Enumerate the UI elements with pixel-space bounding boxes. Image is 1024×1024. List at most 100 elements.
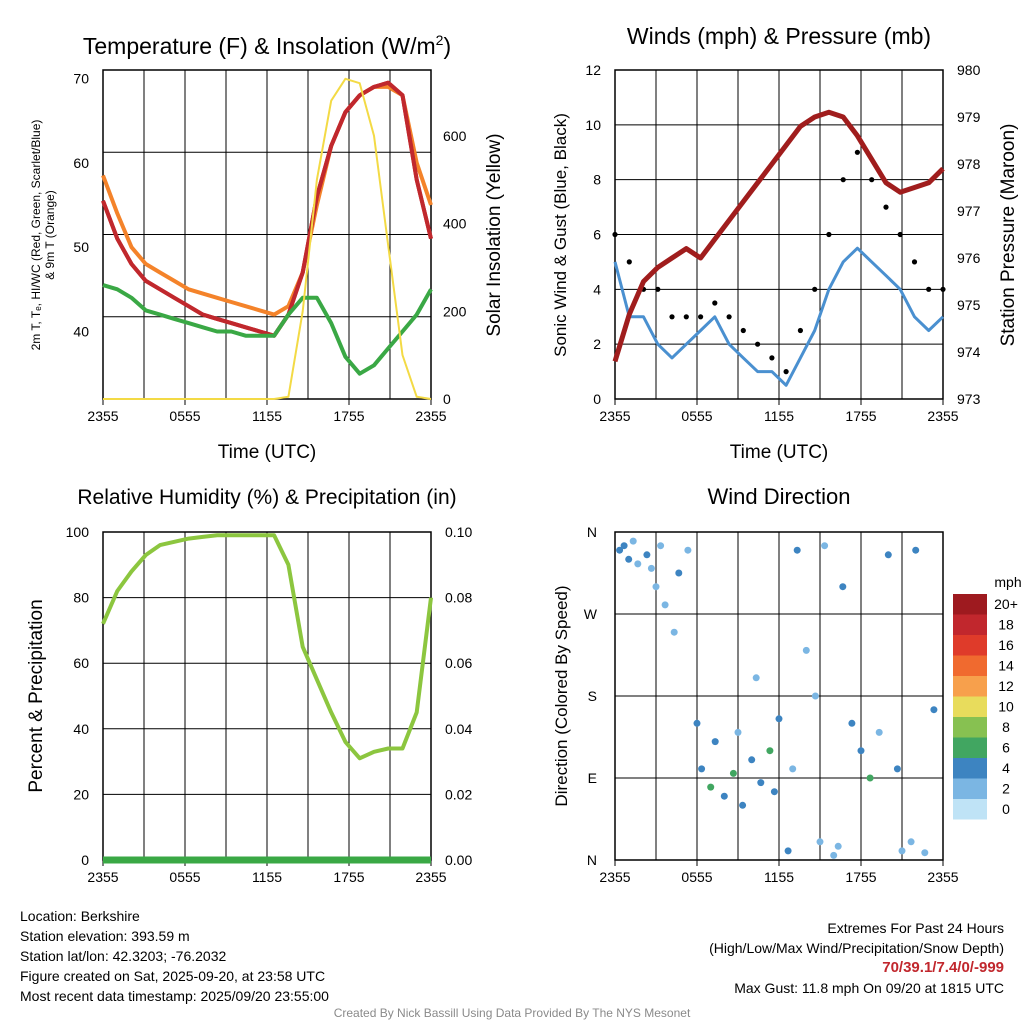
y2-tick-label: 979: [957, 109, 981, 125]
gust-point: [698, 314, 704, 320]
legend-swatch: [953, 635, 987, 656]
legend-swatch: [953, 655, 987, 676]
panel-2: 2355 0555 1155 1755 2355 Winds (mph) & Pressu…: [551, 23, 1019, 463]
legend-label: 0: [1002, 801, 1010, 817]
gust-point: [769, 355, 775, 361]
direction-point: [802, 646, 810, 654]
direction-point: [866, 774, 874, 782]
gust-point: [911, 259, 918, 265]
gust-point: [655, 286, 661, 292]
legend-title: mph: [994, 574, 1021, 590]
y-tick-label: 8: [593, 172, 601, 188]
y2-tick-label: 978: [957, 156, 981, 172]
direction-point: [739, 801, 747, 809]
y2-tick-label: 0.00: [445, 852, 472, 868]
gust-point: [869, 177, 875, 183]
direction-point: [884, 551, 892, 559]
y-tick-label: 6: [593, 227, 601, 243]
gust-point: [826, 231, 832, 238]
x-axis-label: Time (UTC): [730, 442, 829, 463]
station-latlon: Station lat/lon: 42.3203; -76.2032: [20, 948, 227, 964]
x-tick-label: 1755: [845, 869, 876, 885]
legend-label: 2: [1002, 781, 1010, 797]
y2-tick-label: 0.04: [445, 721, 472, 737]
legend-swatch: [953, 614, 987, 635]
legend-swatch: [953, 676, 987, 697]
y2-tick-label: 976: [957, 250, 981, 266]
x-tick-label: 2355: [415, 408, 446, 424]
series-line-1: [101, 533, 433, 761]
y-tick-label: N: [587, 852, 597, 868]
x-tick-label: 1755: [845, 408, 876, 424]
y-tick-label: 2: [593, 336, 601, 352]
x-axis-label: Time (UTC): [218, 442, 317, 463]
gust-point: [612, 231, 618, 238]
station-info: Location: Berkshire Station elevation: 3…: [20, 906, 329, 1006]
x-tick-label: 2355: [87, 869, 118, 885]
gust-point: [669, 314, 675, 320]
y2-tick-label: 0.10: [445, 524, 472, 540]
direction-point: [811, 692, 819, 700]
y-axis-label-2: & 9m T (Orange): [43, 190, 57, 280]
x-tick-label: 2355: [599, 408, 630, 424]
legend-swatch: [953, 594, 987, 615]
direction-point: [643, 551, 651, 559]
direction-point: [821, 542, 829, 550]
y-tick-label: 100: [66, 524, 90, 540]
y-tick-label: 20: [73, 786, 89, 802]
direction-point: [848, 719, 856, 727]
y-axis-label: 2m T, Tₑ, HI/WC (Red, Green, Scarlet/Blu…: [29, 120, 43, 351]
x-tick-label: 1155: [764, 408, 794, 424]
y-tick-label: E: [588, 770, 597, 786]
direction-point: [875, 728, 883, 736]
chart-title: Relative Humidity (%) & Precipitation (i…: [77, 486, 456, 509]
y2-tick-label: 980: [957, 62, 981, 78]
y-tick-label: 10: [585, 117, 601, 133]
direction-point: [698, 765, 706, 773]
legend-label: 4: [1002, 760, 1010, 776]
gust-point: [926, 286, 932, 292]
y-tick-label: 40: [73, 721, 89, 737]
gust-point: [783, 369, 789, 375]
x-tick-label: 0555: [169, 408, 200, 424]
series-line-3: [101, 80, 433, 338]
credit-line: Created By Nick Bassill Using Data Provi…: [333, 1006, 691, 1020]
legend-swatch: [953, 799, 987, 820]
legend-label: 6: [1002, 740, 1010, 756]
direction-point: [729, 769, 737, 777]
extremes-panel: Extremes For Past 24 Hours (High/Low/Max…: [709, 918, 1004, 998]
station-location: Location: Berkshire: [20, 908, 140, 924]
gust-point: [626, 259, 632, 265]
extremes-values: 70/39.1/7.4/0/-999: [882, 959, 1004, 976]
direction-point: [898, 847, 906, 855]
x-tick-label: 1755: [333, 408, 364, 424]
x-tick-label: 2355: [927, 408, 958, 424]
max-gust: Max Gust: 11.8 mph On 09/20 at 1815 UTC: [734, 980, 1004, 996]
y2-axis-label: Solar Insolation (Yellow): [484, 133, 505, 336]
x-tick-label: 2355: [927, 869, 958, 885]
direction-point: [766, 747, 774, 755]
legend-swatch: [953, 696, 987, 717]
direction-point: [629, 537, 637, 545]
chart-title: Winds (mph) & Pressure (mb): [627, 23, 931, 49]
gust-point: [683, 314, 689, 320]
direction-point: [748, 756, 756, 764]
y2-tick-label: 975: [957, 297, 981, 313]
direction-point: [930, 706, 938, 714]
direction-point: [634, 560, 642, 568]
series-line-3: [612, 109, 945, 363]
direction-point: [675, 569, 683, 577]
station-elevation: Station elevation: 393.59 m: [20, 928, 190, 944]
gust-point: [740, 327, 746, 334]
y-axis-label: Percent & Precipitation: [26, 599, 47, 792]
direction-point: [793, 546, 801, 554]
chart-title: Wind Direction: [707, 484, 850, 509]
extremes-heading: Extremes For Past 24 Hours: [827, 920, 1004, 936]
legend-label: 8: [1002, 719, 1010, 735]
y2-tick-label: 0.06: [445, 655, 472, 671]
legend-label: 10: [998, 699, 1014, 715]
direction-point: [834, 842, 842, 850]
direction-point: [652, 583, 660, 591]
y-tick-label: 0: [81, 852, 89, 868]
direction-point: [647, 564, 655, 572]
